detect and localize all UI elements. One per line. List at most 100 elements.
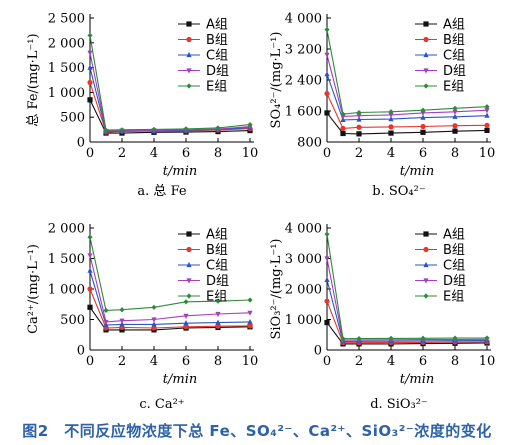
data-point	[340, 114, 346, 120]
y-axis-label: 总 Fe/(mg·L⁻¹)	[26, 33, 41, 126]
data-point	[87, 286, 93, 292]
data-point	[388, 116, 394, 122]
x-axis-label: t/min	[163, 164, 197, 179]
data-point	[484, 104, 490, 110]
panel-total-fe: 0 2 4 6 8 10 0 500 1 000 1 500 2 000 2 500 t/min 总 Fe…	[26, 12, 258, 200]
data-point	[215, 311, 221, 318]
y-tick-label: 500	[60, 313, 85, 328]
x-axis-label: t/min	[163, 372, 197, 387]
legend-marker	[186, 36, 192, 43]
panel-sulfate: 0 2 4 6 8 10 800 1 600 2 400 3 200 4 000 t/min SO₄²⁻…	[269, 12, 495, 200]
data-point	[247, 323, 253, 329]
data-point	[87, 50, 93, 56]
x-tick-label: 2	[355, 354, 363, 369]
legend-entry: A组	[443, 18, 465, 33]
data-point	[119, 321, 125, 327]
x-tick-label: 4	[150, 146, 158, 161]
data-point	[324, 298, 330, 304]
y-tick-label: 2 500	[48, 12, 85, 27]
data-point	[215, 319, 221, 325]
x-tick-label: 2	[355, 146, 363, 161]
panel-silicate: 0 2 4 6 8 10 0 1 000 2 000 3 000 4 000 t/min SiO₃²⁻/…	[269, 222, 495, 413]
legend-marker	[186, 83, 192, 89]
y-tick-label: 0	[314, 344, 322, 359]
x-tick-label: 10	[242, 146, 259, 161]
x-tick-label: 4	[387, 354, 395, 369]
legend-entry: D组	[443, 64, 466, 79]
x-tick-label: 0	[86, 146, 94, 161]
data-point	[388, 124, 394, 130]
data-point	[103, 319, 109, 326]
legend-entry: B组	[443, 243, 465, 258]
y-tick-label: 2 000	[285, 283, 322, 298]
legend-marker	[423, 231, 429, 237]
data-point	[151, 321, 157, 327]
data-point	[183, 324, 189, 330]
x-tick-label: 10	[242, 354, 259, 369]
legend-marker	[186, 231, 192, 237]
data-point	[388, 130, 394, 136]
data-point	[356, 109, 362, 116]
legend-entry: E组	[443, 290, 464, 305]
y-tick-label: 0	[77, 136, 85, 151]
x-tick-label: 0	[323, 146, 331, 161]
y-tick-label: 1 000	[285, 313, 322, 328]
x-tick-label: 2	[118, 146, 126, 161]
data-point	[484, 122, 490, 128]
y-tick-label: 800	[297, 136, 322, 151]
data-point	[356, 131, 362, 137]
legend-marker	[423, 36, 429, 43]
y-tick-label: 0	[77, 344, 85, 359]
data-point	[420, 107, 426, 113]
x-axis-label: t/min	[400, 164, 434, 179]
data-point	[388, 335, 394, 342]
legend-entry: E组	[443, 80, 464, 95]
data-point	[388, 112, 394, 118]
legend-marker	[186, 246, 192, 253]
figure-caption: 图2 不同反应物浓度下总 Fe、SO₄²⁻、Ca²⁺、SiO₃²⁻浓度的变化	[22, 422, 492, 440]
x-tick-label: 8	[214, 354, 222, 369]
data-point	[151, 317, 157, 323]
panel-caption: b. SO₄²⁻	[372, 184, 425, 199]
data-point	[484, 108, 490, 114]
y-tick-label: 1 600	[285, 105, 322, 120]
legend-entry: B组	[443, 33, 465, 48]
x-tick-label: 4	[150, 354, 158, 369]
x-tick-label: 10	[479, 146, 496, 161]
data-point	[151, 304, 157, 310]
legend-marker	[423, 51, 429, 58]
y-tick-label: 1 500	[48, 61, 85, 76]
data-point	[324, 319, 330, 326]
data-point	[151, 325, 157, 331]
data-point	[356, 116, 362, 122]
data-point	[247, 122, 253, 128]
legend-marker	[186, 293, 192, 299]
data-point	[324, 71, 330, 77]
data-point	[324, 276, 330, 282]
data-point	[247, 318, 253, 325]
legend-entry: D组	[206, 274, 229, 289]
data-point	[247, 310, 253, 316]
legend-marker	[423, 278, 429, 284]
panel-caption: d. SiO₃²⁻	[370, 397, 428, 412]
data-point	[183, 126, 189, 132]
legend-entry: A组	[206, 228, 228, 243]
data-point	[388, 109, 394, 115]
data-point	[87, 97, 93, 103]
y-axis-label: Ca²⁺/(mg·L⁻¹)	[26, 244, 41, 334]
data-point	[119, 127, 125, 133]
y-tick-label: 1 000	[48, 283, 85, 298]
legend-entry: B组	[206, 33, 228, 48]
legend-entry: E组	[206, 80, 227, 95]
x-tick-label: 10	[479, 354, 496, 369]
data-point	[87, 267, 93, 273]
legend-marker	[186, 51, 192, 58]
y-axis-label: SiO₃²⁻/(mg·L⁻¹)	[269, 238, 284, 339]
y-tick-label: 1 000	[48, 86, 85, 101]
data-point	[452, 109, 458, 115]
data-point	[324, 110, 330, 116]
data-point	[324, 90, 330, 97]
legend-marker	[186, 261, 192, 268]
y-tick-label: 4 000	[285, 12, 322, 27]
x-tick-label: 0	[323, 354, 331, 369]
